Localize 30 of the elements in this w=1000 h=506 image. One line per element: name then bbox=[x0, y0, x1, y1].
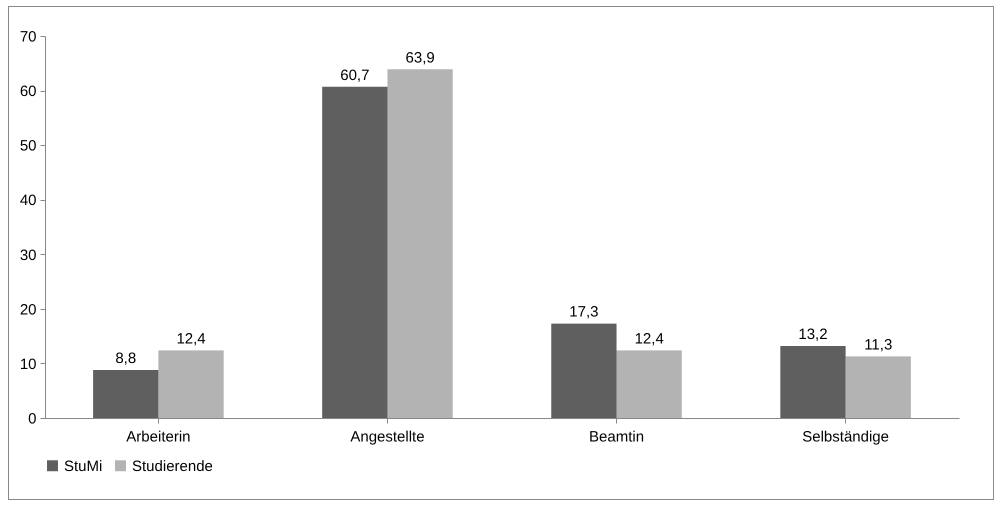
y-tick-label: 20 bbox=[20, 301, 36, 318]
x-tick-label: Beamtin bbox=[589, 428, 644, 446]
y-tick-label: 60 bbox=[20, 83, 36, 100]
data-label: 13,2 bbox=[798, 326, 828, 343]
y-tick-label: 40 bbox=[20, 192, 36, 210]
y-tick-label: 50 bbox=[20, 138, 36, 155]
legend-label: Studierende bbox=[132, 458, 213, 475]
data-label: 60,7 bbox=[340, 66, 370, 84]
y-tick-label: 10 bbox=[20, 356, 36, 373]
y-tick-label: 30 bbox=[20, 246, 36, 264]
data-label: 8,8 bbox=[115, 350, 136, 367]
bar bbox=[322, 86, 388, 418]
data-label: 11,3 bbox=[864, 336, 892, 354]
bar bbox=[616, 350, 682, 418]
data-label: 12,4 bbox=[176, 330, 206, 348]
y-tick-label: 70 bbox=[20, 28, 36, 46]
bar bbox=[551, 324, 617, 418]
x-tick-label: Angestellte bbox=[350, 428, 425, 446]
x-tick-label: Arbeiterin bbox=[126, 428, 190, 446]
data-label: 12,4 bbox=[634, 330, 664, 348]
y-tick-label: 0 bbox=[28, 410, 36, 428]
bar bbox=[780, 346, 846, 418]
data-label: 63,9 bbox=[406, 49, 435, 66]
data-label: 17,3 bbox=[569, 304, 598, 321]
bar bbox=[846, 356, 911, 418]
bar bbox=[158, 350, 224, 418]
bar bbox=[387, 69, 453, 418]
bar bbox=[93, 370, 158, 418]
legend-label: StuMi bbox=[64, 458, 102, 475]
x-tick-label: Selbständige bbox=[802, 428, 889, 446]
